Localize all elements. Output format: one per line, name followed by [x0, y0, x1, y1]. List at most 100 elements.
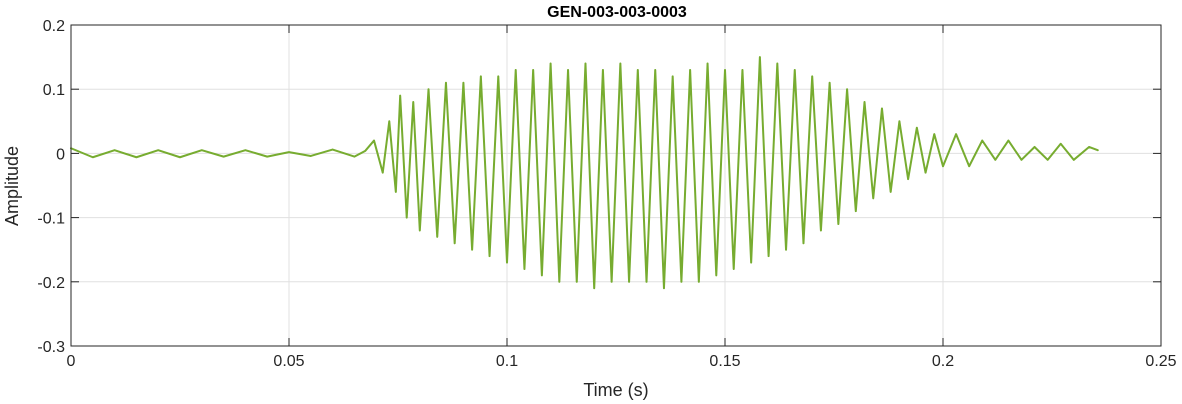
- data-point: [584, 62, 587, 65]
- y-tick-label: 0.1: [43, 82, 65, 99]
- data-point: [1088, 146, 1090, 148]
- data-point: [628, 281, 630, 283]
- data-point: [244, 149, 247, 151]
- data-point: [837, 223, 840, 225]
- data-point: [558, 281, 561, 283]
- data-point: [549, 62, 552, 65]
- data-point: [863, 101, 866, 103]
- data-point: [523, 268, 526, 270]
- data-point: [288, 151, 290, 153]
- data-point: [645, 281, 648, 283]
- data-point: [680, 281, 683, 283]
- data-point: [1073, 159, 1075, 161]
- data-point: [715, 274, 718, 277]
- data-point: [663, 287, 665, 290]
- data-point: [811, 75, 813, 78]
- data-point: [436, 236, 439, 238]
- data-point: [881, 107, 883, 110]
- data-point: [488, 255, 491, 257]
- data-point: [689, 69, 691, 71]
- data-point: [706, 62, 709, 65]
- axes-box: [70, 24, 1162, 347]
- data-point: [310, 155, 312, 157]
- data-point: [1046, 159, 1049, 161]
- data-point: [201, 149, 203, 151]
- data-point: [445, 81, 447, 84]
- tick-marks: [70, 24, 1162, 347]
- data-point: [462, 81, 465, 84]
- chart-title: GEN-003-003-0003: [547, 4, 687, 21]
- data-point: [453, 242, 456, 245]
- data-point: [637, 69, 639, 71]
- data-point: [567, 69, 569, 71]
- data-point: [1020, 159, 1023, 161]
- data-point: [388, 120, 391, 123]
- y-tick-label: 0: [56, 146, 65, 163]
- data-point: [872, 197, 875, 200]
- data-point: [222, 155, 225, 158]
- data-point: [135, 156, 138, 159]
- y-tick-label: -0.3: [37, 339, 65, 356]
- data-point: [750, 261, 752, 264]
- data-point: [820, 229, 822, 232]
- data-point: [471, 248, 473, 251]
- x-tick-label: 0.1: [496, 353, 518, 370]
- data-point: [405, 216, 408, 219]
- data-point: [395, 191, 397, 193]
- data-point: [619, 62, 622, 65]
- data-point: [785, 248, 787, 251]
- data-point: [364, 150, 367, 152]
- data-point: [942, 165, 944, 168]
- data-point: [179, 156, 181, 159]
- data-point: [593, 287, 595, 290]
- data-point: [981, 139, 984, 142]
- data-point: [846, 88, 848, 90]
- data-point: [898, 120, 901, 123]
- data-point: [497, 75, 500, 78]
- x-tick-label: 0.15: [709, 353, 740, 370]
- data-point: [353, 155, 356, 158]
- data-point: [381, 171, 384, 174]
- data-point: [776, 62, 779, 65]
- data-point: [331, 148, 334, 151]
- x-tick-label: 0.25: [1145, 353, 1176, 370]
- data-point: [610, 281, 613, 283]
- data-point: [480, 75, 482, 78]
- data-point: [92, 156, 94, 159]
- data-point: [514, 69, 517, 71]
- series-layer: [70, 56, 1099, 290]
- data-point: [855, 210, 857, 212]
- x-axis-label: Time (s): [583, 380, 648, 400]
- data-point: [741, 69, 744, 71]
- data-point: [602, 69, 604, 71]
- data-point: [924, 171, 927, 174]
- data-point: [399, 94, 401, 97]
- data-point: [1096, 149, 1099, 151]
- data-point: [732, 268, 735, 270]
- data-point: [157, 149, 159, 151]
- data-point: [506, 261, 508, 264]
- data-point: [767, 255, 770, 257]
- x-tick-label: 0.05: [273, 353, 304, 370]
- data-point: [373, 139, 375, 142]
- data-point: [541, 274, 543, 277]
- y-tick-label: -0.2: [37, 275, 65, 292]
- data-point: [793, 69, 796, 71]
- y-tick-label: -0.1: [37, 211, 65, 228]
- data-point: [1059, 142, 1062, 145]
- data-point: [889, 191, 892, 193]
- data-point: [427, 88, 430, 90]
- data-point: [828, 81, 831, 84]
- data-point: [532, 69, 534, 71]
- y-tick-label: 0.2: [43, 18, 65, 35]
- data-point: [802, 242, 805, 245]
- data-point: [698, 281, 700, 283]
- data-point: [419, 229, 421, 232]
- data-point: [266, 155, 269, 158]
- y-tick-labels: -0.3 -0.2 -0.1 0 0.1 0.2: [37, 18, 65, 356]
- data-point: [654, 69, 657, 71]
- data-point: [968, 165, 970, 168]
- data-point: [1033, 146, 1036, 148]
